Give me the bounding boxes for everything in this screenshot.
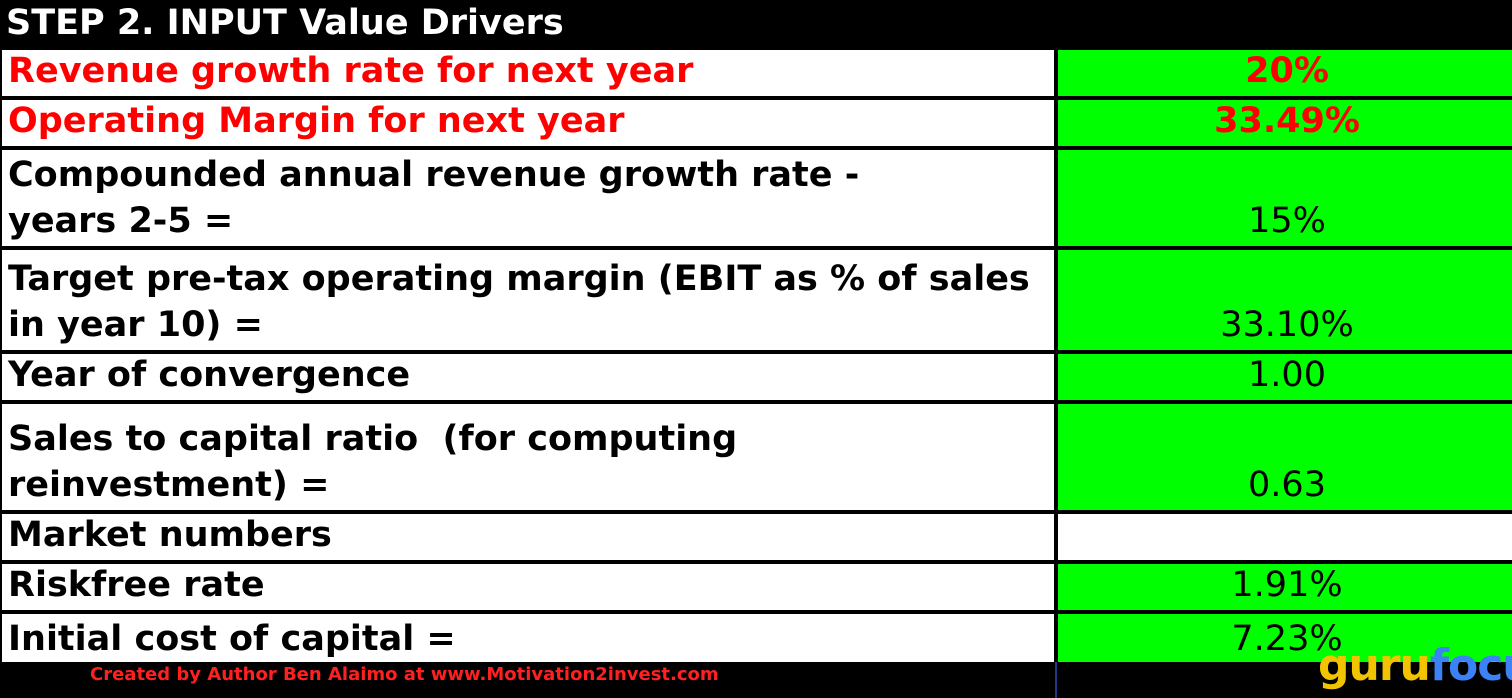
- table-row: Initial cost of capital = 7.23%: [0, 614, 1512, 662]
- value-cell[interactable]: [1058, 514, 1512, 560]
- label-cell[interactable]: Operating Margin for next year: [2, 100, 1054, 146]
- value-cell[interactable]: 7.23%: [1058, 614, 1512, 662]
- revenue-growth-value: 20%: [1245, 51, 1329, 91]
- table-row: Sales to capital ratio (for computing re…: [0, 404, 1512, 510]
- riskfree-label: Riskfree rate: [8, 565, 265, 605]
- riskfree-value: 1.91%: [1231, 565, 1343, 605]
- value-cell[interactable]: 20%: [1058, 50, 1512, 96]
- label-cell[interactable]: Year of convergence: [2, 354, 1054, 400]
- footer-bar: Created by Author Ben Alaimo at www.Moti…: [0, 640, 1512, 698]
- label-cell[interactable]: Target pre-tax operating margin (EBIT as…: [2, 250, 1054, 350]
- sales-to-capital-label: Sales to capital ratio (for computing re…: [8, 419, 750, 505]
- label-cell[interactable]: Compounded annual revenue growth rate - …: [2, 150, 1054, 246]
- value-cell[interactable]: 1.00: [1058, 354, 1512, 400]
- logo-text-guru: guru: [1318, 640, 1431, 691]
- target-margin-label: Target pre-tax operating margin (EBIT as…: [8, 259, 1030, 345]
- logo-text-focus: focus: [1429, 640, 1512, 691]
- cagr-value: 15%: [1248, 201, 1326, 241]
- table-row: Compounded annual revenue growth rate - …: [0, 150, 1512, 246]
- sales-to-capital-value: 0.63: [1248, 465, 1326, 505]
- label-cell[interactable]: Market numbers: [2, 514, 1054, 560]
- value-cell[interactable]: 33.10%: [1058, 250, 1512, 350]
- value-cell[interactable]: 33.49%: [1058, 100, 1512, 146]
- operating-margin-value: 33.49%: [1214, 101, 1360, 141]
- gurufocus-logo: gurufocus: [1318, 636, 1512, 696]
- table-row: Revenue growth rate for next year 20%: [0, 50, 1512, 96]
- market-numbers-label: Market numbers: [8, 515, 332, 555]
- value-cell[interactable]: 15%: [1058, 150, 1512, 246]
- label-cell[interactable]: Revenue growth rate for next year: [2, 50, 1054, 96]
- table-row: Riskfree rate 1.91%: [0, 564, 1512, 610]
- sheet-header: STEP 2. INPUT Value Drivers: [0, 0, 1512, 46]
- cagr-label: Compounded annual revenue growth rate - …: [8, 155, 860, 241]
- table-row: Market numbers: [0, 514, 1512, 560]
- operating-margin-label: Operating Margin for next year: [8, 101, 625, 141]
- author-credit: Created by Author Ben Alaimo at www.Moti…: [90, 664, 719, 685]
- label-cell[interactable]: Sales to capital ratio (for computing re…: [2, 404, 1054, 510]
- cost-of-capital-label: Initial cost of capital =: [8, 619, 456, 659]
- sheet-title: STEP 2. INPUT Value Drivers: [6, 3, 564, 43]
- footer-credit-cell: Created by Author Ben Alaimo at www.Moti…: [0, 662, 1057, 698]
- table-row: Year of convergence 1.00: [0, 354, 1512, 400]
- target-margin-value: 33.10%: [1220, 305, 1354, 345]
- label-cell[interactable]: Initial cost of capital =: [2, 614, 1054, 662]
- value-cell[interactable]: 0.63: [1058, 404, 1512, 510]
- cost-of-capital-value: 7.23%: [1231, 619, 1343, 659]
- value-cell[interactable]: 1.91%: [1058, 564, 1512, 610]
- convergence-value: 1.00: [1248, 355, 1326, 395]
- table-row: Target pre-tax operating margin (EBIT as…: [0, 250, 1512, 350]
- convergence-label: Year of convergence: [8, 355, 411, 395]
- table-row: Operating Margin for next year 33.49%: [0, 100, 1512, 146]
- label-cell[interactable]: Riskfree rate: [2, 564, 1054, 610]
- revenue-growth-label: Revenue growth rate for next year: [8, 51, 694, 91]
